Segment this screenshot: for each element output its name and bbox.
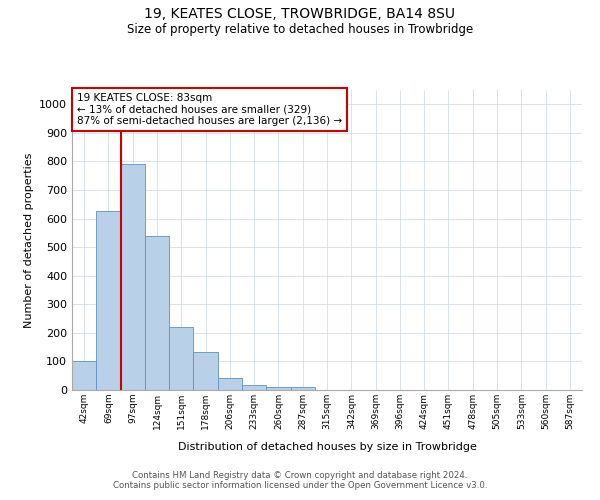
Bar (121, 164, 145, 390)
Bar (242, 385, 266, 390)
Bar (290, 387, 315, 390)
Text: Distribution of detached houses by size in Trowbridge: Distribution of detached houses by size … (178, 442, 476, 452)
Text: Size of property relative to detached houses in Trowbridge: Size of property relative to detached ho… (127, 22, 473, 36)
Bar (218, 378, 242, 390)
Bar (169, 327, 193, 390)
Bar (72, 361, 96, 390)
Y-axis label: Number of detached properties: Number of detached properties (23, 152, 34, 328)
Text: Contains HM Land Registry data © Crown copyright and database right 2024.
Contai: Contains HM Land Registry data © Crown c… (113, 470, 487, 490)
Text: 19 KEATES CLOSE: 83sqm
← 13% of detached houses are smaller (329)
87% of semi-de: 19 KEATES CLOSE: 83sqm ← 13% of detached… (77, 93, 342, 126)
Bar (193, 352, 218, 390)
Bar (266, 386, 290, 390)
Text: 19, KEATES CLOSE, TROWBRIDGE, BA14 8SU: 19, KEATES CLOSE, TROWBRIDGE, BA14 8SU (145, 8, 455, 22)
Bar (145, 236, 169, 390)
Bar (96, 212, 121, 390)
